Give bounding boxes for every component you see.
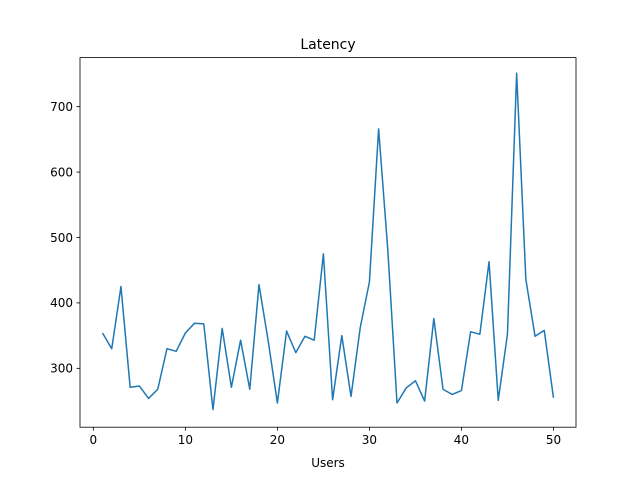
plot-frame — [79, 57, 577, 428]
y-tick-label: 400 — [50, 296, 73, 310]
x-tick-label: 0 — [90, 433, 98, 447]
x-axis-label: Users — [311, 456, 345, 470]
y-axis-ticks: 300 400 500 600 700 — [50, 100, 80, 376]
chart-title: Latency — [300, 37, 355, 53]
x-tick-label: 50 — [546, 433, 561, 447]
x-tick-label: 30 — [362, 433, 377, 447]
x-tick-label: 20 — [270, 433, 285, 447]
x-tick-label: 10 — [178, 433, 193, 447]
series-line — [101, 72, 555, 411]
y-tick-label: 600 — [50, 165, 73, 179]
series-lines — [101, 72, 555, 411]
x-axis-ticks: 0 10 20 30 40 50 — [90, 427, 561, 447]
y-tick-label: 500 — [50, 231, 73, 245]
y-tick-label: 700 — [50, 100, 73, 114]
y-tick-label: 300 — [50, 362, 73, 376]
x-tick-label: 40 — [454, 433, 469, 447]
